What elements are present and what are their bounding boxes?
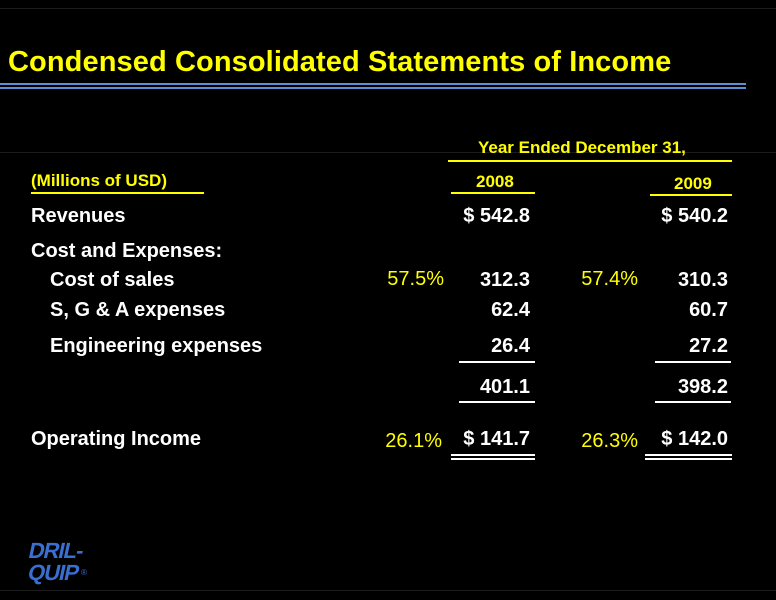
total-costs-2008: 401.1 [479,376,530,398]
logo-registered-mark: ® [81,568,87,577]
engineering-2008: 26.4 [491,335,530,357]
operating-income-label: Operating Income [31,428,202,450]
total-costs-2008-underline [459,401,535,403]
year-2009-underline [650,194,732,196]
operating-income-2008: $ 141.7 [463,428,530,450]
cost-of-sales-2008: 312.3 [479,269,530,291]
engineering-2009: 27.2 [689,335,728,357]
cost-of-sales-pct-2008: 57.5% [387,268,444,290]
operating-income-2009-double-underline-bottom [645,458,732,460]
bottom-edge-line [0,590,776,591]
sga-label: S, G & A expenses [50,299,226,321]
operating-income-pct-2008: 26.1% [385,430,442,452]
period-header-underline [448,160,732,162]
sga-2008: 62.4 [491,299,530,321]
cost-of-sales-2009: 310.3 [677,269,728,291]
period-header: Year Ended December 31, [478,138,686,157]
units-label: (Millions of USD) [31,171,167,190]
slide-title: Condensed Consolidated Statements of Inc… [8,46,672,78]
cost-of-sales-label: Cost of sales [50,269,175,291]
revenues-label: Revenues [31,205,126,227]
engineering-2009-underline [655,361,731,363]
operating-income-2009-double-underline-top [645,454,732,456]
cost-of-sales-pct-2009: 57.4% [581,268,638,290]
revenues-2008: $ 542.8 [463,205,530,227]
dril-quip-logo: DRIL- QUIP ® [24,537,94,585]
top-edge-line [0,8,776,9]
year-header-2008: 2008 [476,172,514,191]
cost-expenses-header: Cost and Expenses: [31,240,223,262]
operating-income-pct-2009: 26.3% [581,430,638,452]
year-2008-underline [451,192,535,194]
operating-income-2008-double-underline-top [451,454,535,456]
units-label-underline [31,192,204,194]
engineering-label: Engineering expenses [50,335,263,357]
engineering-2008-underline [459,361,535,363]
logo-line-1: DRIL- [26,538,85,563]
faint-divider [0,152,776,153]
revenues-2009: $ 540.2 [661,205,728,227]
logo-line-2: QUIP [26,560,82,585]
total-costs-2009-underline [655,401,731,403]
title-underline-bottom [0,87,746,89]
title-underline-top [0,83,746,85]
sga-2009: 60.7 [689,299,728,321]
total-costs-2009: 398.2 [677,376,728,398]
operating-income-2008-double-underline-bottom [451,458,535,460]
year-header-2009: 2009 [674,174,712,193]
operating-income-2009: $ 142.0 [661,428,728,450]
